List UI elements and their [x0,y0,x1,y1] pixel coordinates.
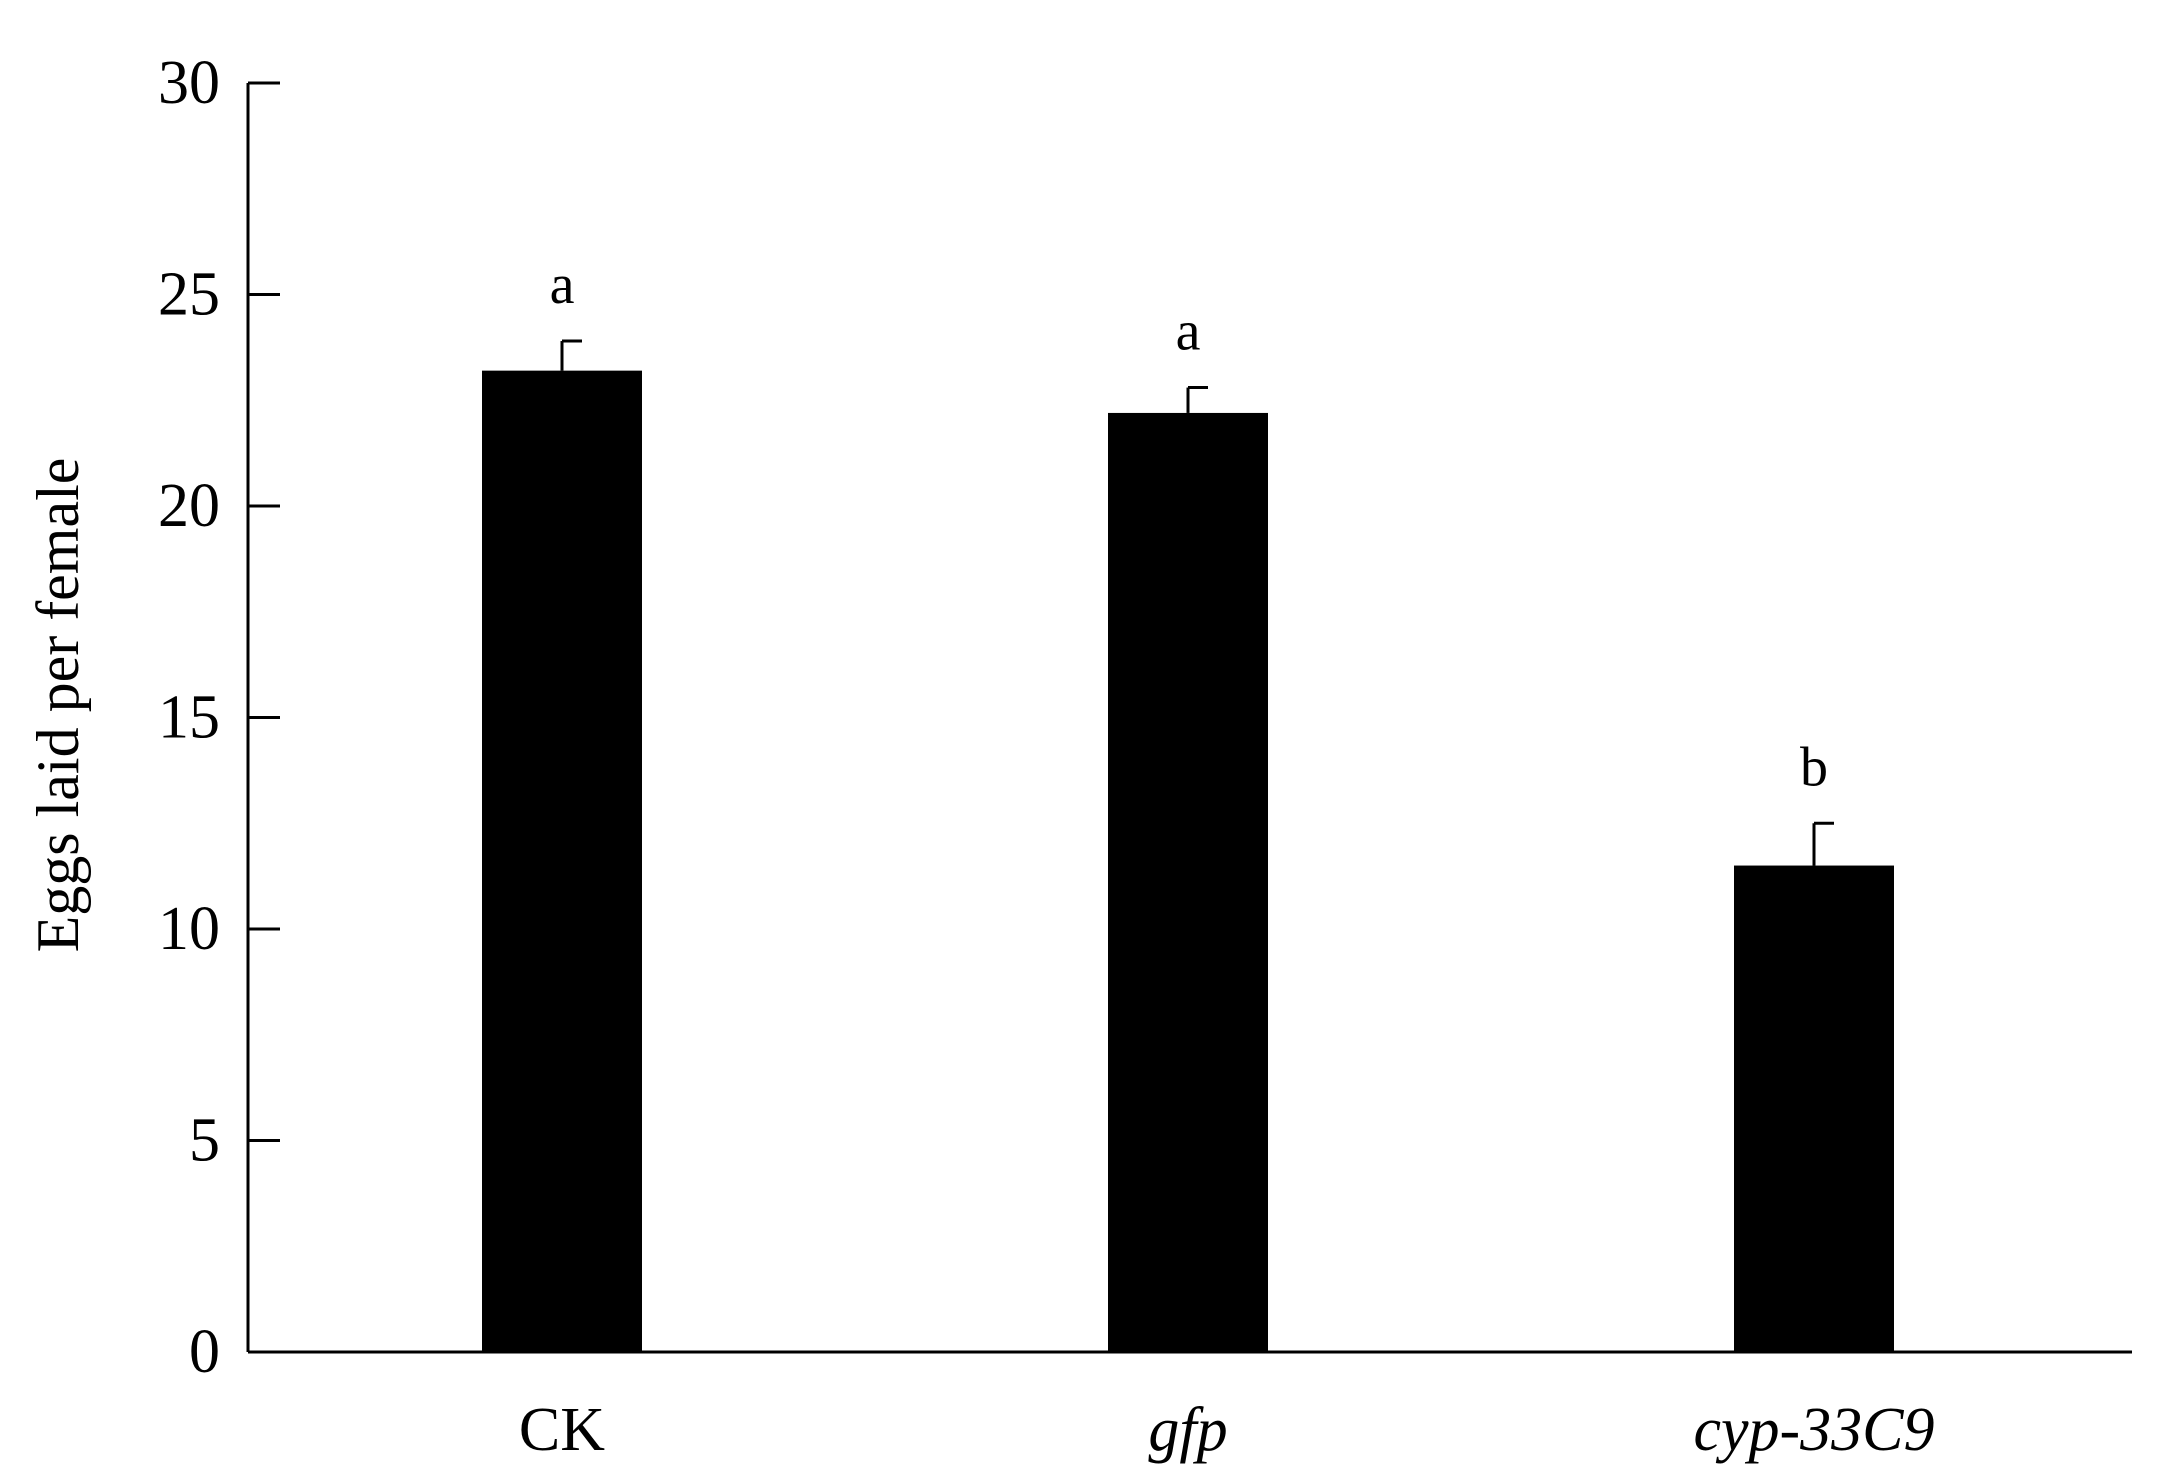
significance-label: a [1176,301,1201,363]
x-tick-label: CK [519,1396,605,1464]
labels: 0 5 10 15 20 25 30 a CK a gfp b cyp-33C9 [158,49,1935,1464]
bar-cyp-33C9 [1734,865,1894,1352]
bars [482,339,1894,1352]
y-tick-label: 0 [189,1318,220,1386]
y-tick-label: 30 [158,49,220,117]
y-tick-label: 10 [158,895,220,963]
y-axis-title: Eggs laid per female [25,458,91,953]
x-tick-label: cyp-33C9 [1693,1396,1934,1464]
x-tick-label: gfp [1148,1396,1227,1464]
y-tick-label: 25 [158,261,220,329]
bar-gfp [1108,412,1268,1352]
bar-CK [482,370,642,1352]
y-tick-label: 5 [189,1107,220,1175]
significance-label: b [1800,736,1828,798]
y-tick-label: 15 [158,684,220,752]
significance-label: a [550,254,575,316]
y-tick-label: 20 [158,472,220,540]
